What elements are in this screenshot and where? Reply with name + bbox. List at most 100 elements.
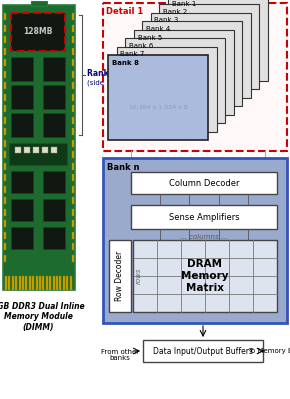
- Bar: [72, 71, 74, 77]
- Bar: [168, 0, 267, 81]
- Bar: [43, 171, 65, 193]
- Bar: [8, 276, 10, 290]
- Bar: [52, 276, 55, 290]
- Bar: [103, 158, 287, 323]
- Bar: [15, 276, 17, 290]
- Bar: [72, 117, 74, 124]
- Bar: [103, 3, 287, 151]
- Bar: [72, 186, 74, 192]
- Bar: [4, 117, 6, 124]
- Bar: [72, 24, 74, 32]
- Bar: [11, 199, 33, 221]
- Bar: [143, 340, 263, 362]
- Bar: [4, 151, 6, 158]
- Bar: [72, 162, 74, 170]
- Text: rows: rows: [136, 268, 142, 284]
- Bar: [4, 243, 6, 250]
- Text: Rank 1: Rank 1: [87, 69, 117, 77]
- Text: Bank 5: Bank 5: [137, 34, 162, 41]
- Bar: [133, 30, 233, 115]
- Bar: [131, 205, 277, 229]
- Text: Bank 4: Bank 4: [146, 26, 170, 32]
- Bar: [4, 59, 6, 66]
- Bar: [15, 147, 21, 153]
- Text: 2GB DDR3 Dual Inline
Memory Module
(DIMM): 2GB DDR3 Dual Inline Memory Module (DIMM…: [0, 302, 84, 332]
- Bar: [29, 276, 31, 290]
- Bar: [133, 240, 277, 312]
- Bar: [4, 13, 6, 20]
- Bar: [117, 47, 217, 132]
- Bar: [49, 276, 51, 290]
- Bar: [32, 276, 34, 290]
- Bar: [66, 276, 68, 290]
- Bar: [4, 128, 6, 135]
- Bar: [43, 227, 65, 249]
- Bar: [19, 276, 21, 290]
- Bar: [59, 276, 61, 290]
- Bar: [56, 276, 58, 290]
- Bar: [4, 140, 6, 146]
- Bar: [72, 174, 74, 181]
- Text: Column Decoder: Column Decoder: [169, 178, 239, 188]
- Bar: [42, 276, 44, 290]
- Bar: [43, 57, 65, 81]
- Bar: [4, 24, 6, 32]
- Bar: [4, 82, 6, 89]
- Bar: [4, 162, 6, 170]
- Bar: [11, 13, 65, 51]
- Bar: [36, 276, 38, 290]
- Bar: [43, 85, 65, 109]
- Bar: [72, 197, 74, 204]
- Bar: [51, 147, 57, 153]
- Bar: [72, 231, 74, 239]
- Bar: [3, 5, 75, 290]
- Bar: [43, 113, 65, 137]
- Bar: [4, 231, 6, 239]
- Bar: [72, 36, 74, 43]
- Bar: [26, 276, 27, 290]
- Text: Bank 8: Bank 8: [112, 60, 139, 66]
- Bar: [70, 276, 72, 290]
- Bar: [125, 38, 225, 123]
- Bar: [72, 128, 74, 135]
- Text: From other
banks: From other banks: [101, 348, 139, 361]
- Bar: [4, 209, 6, 215]
- Bar: [72, 47, 74, 55]
- Text: To Memory Bus: To Memory Bus: [248, 348, 290, 354]
- Text: (side 1): (side 1): [87, 80, 113, 86]
- Bar: [42, 147, 48, 153]
- Bar: [72, 255, 74, 261]
- Bar: [39, 276, 41, 290]
- Text: Sense Amplifiers: Sense Amplifiers: [169, 213, 239, 221]
- Text: 128MB: 128MB: [23, 28, 53, 36]
- Bar: [4, 220, 6, 227]
- Bar: [72, 93, 74, 101]
- Bar: [72, 59, 74, 66]
- Bar: [11, 227, 33, 249]
- Bar: [108, 55, 208, 140]
- Text: Bank 7: Bank 7: [121, 51, 145, 57]
- Bar: [72, 209, 74, 215]
- Bar: [4, 47, 6, 55]
- Bar: [4, 36, 6, 43]
- Bar: [72, 140, 74, 146]
- Text: Data Input/Output Buffers: Data Input/Output Buffers: [153, 346, 253, 356]
- Bar: [24, 147, 30, 153]
- Text: DRAM
Memory
Matrix: DRAM Memory Matrix: [181, 259, 229, 292]
- Bar: [72, 13, 74, 20]
- Text: 16,384 x 1,024 x 8: 16,384 x 1,024 x 8: [129, 105, 187, 110]
- Bar: [4, 255, 6, 261]
- Bar: [43, 199, 65, 221]
- Bar: [4, 174, 6, 181]
- Bar: [72, 105, 74, 112]
- Bar: [159, 4, 259, 89]
- Bar: [46, 276, 48, 290]
- Bar: [109, 240, 131, 312]
- Bar: [151, 12, 251, 97]
- Bar: [4, 93, 6, 101]
- Bar: [12, 276, 14, 290]
- Bar: [72, 220, 74, 227]
- Bar: [31, 1, 47, 6]
- Bar: [142, 21, 242, 106]
- Bar: [9, 143, 67, 165]
